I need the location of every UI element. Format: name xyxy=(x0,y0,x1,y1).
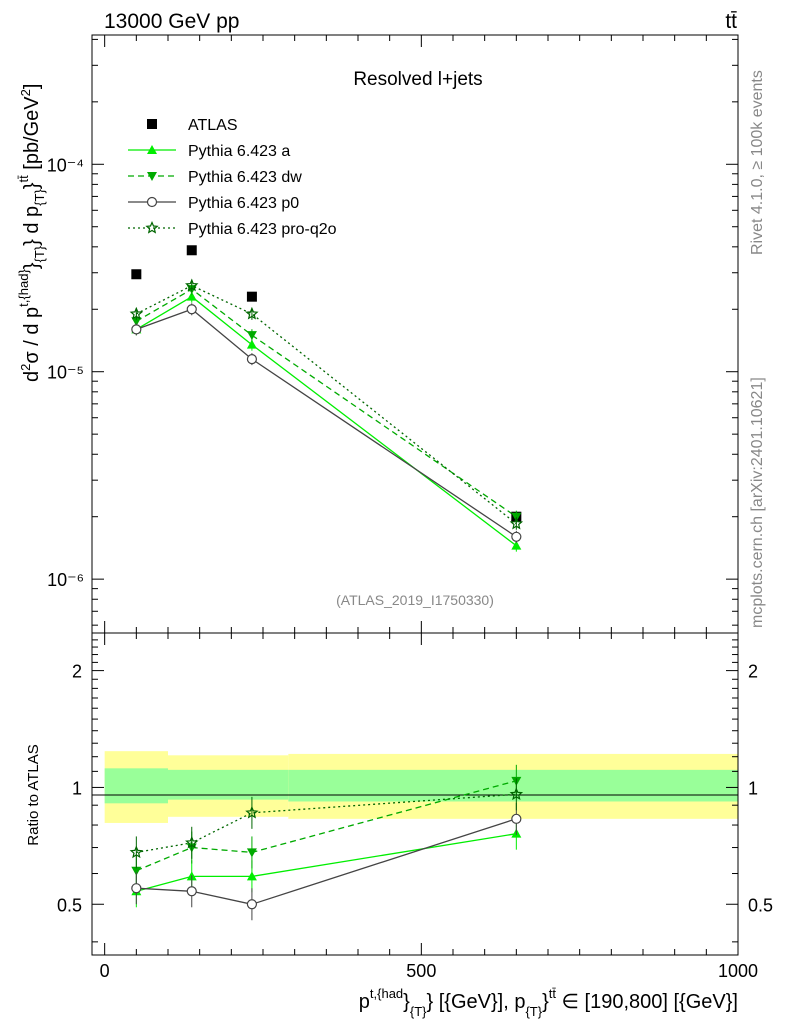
main-series-line-4 xyxy=(136,284,517,525)
mcplots-label: mcplots.cern.ch [arXiv:2401.10621] xyxy=(749,377,766,628)
ratio-frame xyxy=(91,632,739,956)
ratio-band-green-0 xyxy=(104,768,168,804)
main-point-s2-2 xyxy=(246,331,257,341)
ratio-point-s3-3 xyxy=(509,787,524,801)
main-point-s4-2 xyxy=(245,306,259,320)
main-point-s0-1 xyxy=(186,245,197,256)
main-point-s3-1 xyxy=(186,304,197,315)
ratio-point-s3-1 xyxy=(185,835,199,849)
main-ytick-label: 10⁻⁵ xyxy=(47,363,84,383)
main-ytick-label: 10⁻⁶ xyxy=(47,570,84,590)
ratio-ytick-label-left: 2 xyxy=(72,662,82,682)
ratio-series-line-2 xyxy=(136,818,517,905)
main-point-s2-0 xyxy=(131,317,142,327)
ratio-xtick-label: 1000 xyxy=(718,961,758,981)
main-series-line-3 xyxy=(136,308,517,538)
ratio-series-line-1 xyxy=(136,780,517,872)
main-point-s0-0 xyxy=(131,269,142,280)
analysis-watermark: (ATLAS_2019_I1750330) xyxy=(336,592,494,608)
ratio-point-s2-0 xyxy=(131,883,142,894)
ratio-point-s2-3 xyxy=(511,813,522,824)
legend-label-2: Pythia 6.423 dw xyxy=(188,169,302,186)
main-point-s4-1 xyxy=(185,278,199,292)
main-series-line-1 xyxy=(135,295,517,547)
ratio-series-line-3 xyxy=(136,793,517,854)
ratio-point-s0-2 xyxy=(246,871,257,881)
legend-marker-0 xyxy=(147,119,157,129)
header-left: 13000 GeV pp xyxy=(104,10,239,33)
legend-marker-4 xyxy=(145,220,159,234)
main-series-line-2 xyxy=(135,288,517,518)
legend-marker-1 xyxy=(147,145,157,154)
ratio-ytick-label-left: 0.5 xyxy=(57,895,82,915)
ratio-ytick-label-left: 1 xyxy=(72,778,82,798)
ratio-point-s3-2 xyxy=(245,805,259,819)
legend-label-0: ATLAS xyxy=(188,117,238,134)
legend-marker-2 xyxy=(147,172,157,181)
legend: ATLAS Pythia 6.423 a Pythia 6.423 dw Pythia… xyxy=(128,117,337,238)
ratio-point-s3-0 xyxy=(129,845,144,859)
main-point-s0-2 xyxy=(246,291,257,302)
main-point-s3-0 xyxy=(131,324,142,335)
legend-label-1: Pythia 6.423 a xyxy=(188,143,290,160)
legend-marker-3 xyxy=(146,196,158,208)
main-point-s4-3 xyxy=(509,516,524,530)
ratio-point-s2-2 xyxy=(246,899,258,910)
ratio-xtick-label: 0 xyxy=(100,961,110,981)
main-ytick-label: 10⁻⁴ xyxy=(47,155,84,175)
header-right: tt̄ xyxy=(725,10,737,33)
ratio-xlabel: pt,{had}{T}} [{GeV}], p{T}}tt̄ ∈ [190,80… xyxy=(359,986,738,1019)
main-point-s1-3 xyxy=(511,540,522,550)
ratio-point-s1-2 xyxy=(246,848,257,858)
ratio-ylabel: Ratio to ATLAS xyxy=(25,744,42,845)
ratio-xtick-label: 500 xyxy=(406,961,436,981)
ratio-point-s2-1 xyxy=(186,886,197,897)
rivet-label: Rivet 4.1.0, ≥ 100k events xyxy=(749,70,766,255)
main-ylabel: d2σ / d pt,{had}}{T}} d p{T}}tt̄ [pb/GeV… xyxy=(16,84,47,382)
ratio-ytick-label-right: 1 xyxy=(748,778,758,798)
legend-label-3: Pythia 6.423 p0 xyxy=(188,195,299,212)
main-point-s3-3 xyxy=(511,531,522,542)
main-point-s1-1 xyxy=(186,291,197,301)
main-point-s4-0 xyxy=(129,306,144,320)
main-point-s1-2 xyxy=(246,339,257,349)
ratio-series-line-0 xyxy=(136,833,517,892)
legend-label-4: Pythia 6.423 pro-q2o xyxy=(188,221,337,238)
ratio-ytick-label-right: 0.5 xyxy=(748,895,773,915)
ratio-point-s1-0 xyxy=(131,866,142,876)
main-point-s3-2 xyxy=(246,354,258,365)
ratio-ytick-label-right: 2 xyxy=(748,662,758,682)
main-title: Resolved l+jets xyxy=(353,69,482,90)
